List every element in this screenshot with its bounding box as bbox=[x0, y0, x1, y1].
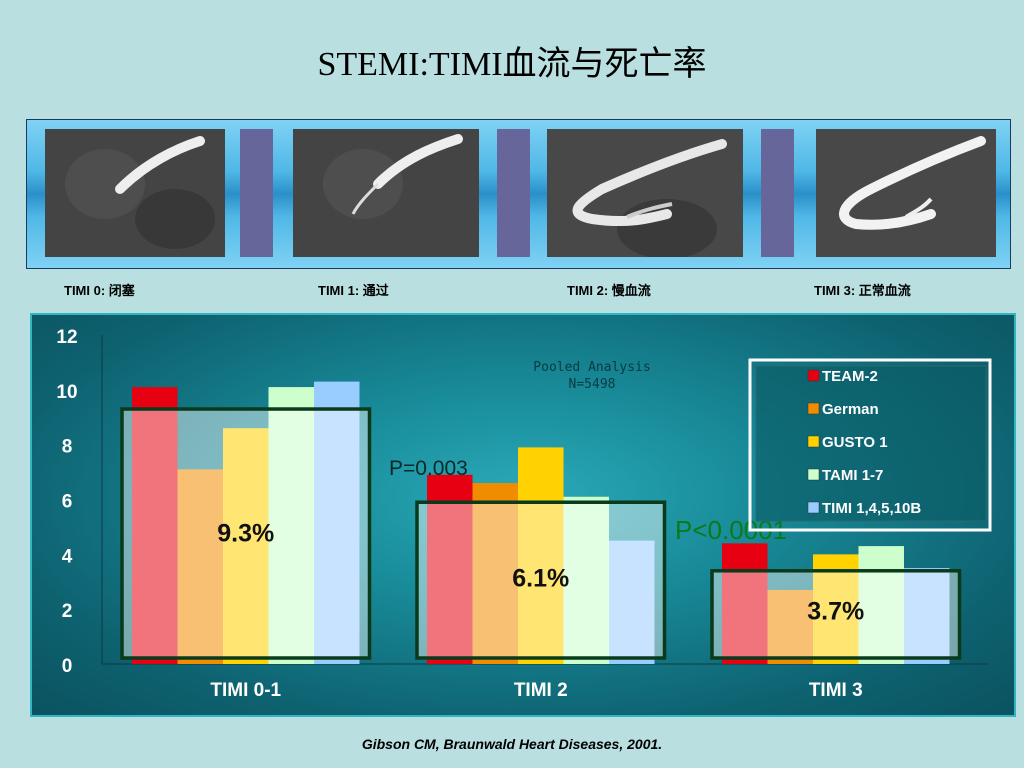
angiogram-strip bbox=[26, 119, 1011, 269]
image-separator bbox=[240, 129, 273, 257]
legend-swatch bbox=[807, 402, 820, 415]
pooled-analysis-note: Pooled Analysis bbox=[533, 360, 650, 375]
angiogram-label: TIMI 2: 慢血流 bbox=[567, 283, 651, 298]
p-value-label: P=0.003 bbox=[389, 457, 468, 480]
data-bar bbox=[268, 387, 314, 664]
citation: Gibson CM, Braunwald Heart Diseases, 200… bbox=[361, 736, 663, 752]
angiogram-label: TIMI 0: 闭塞 bbox=[64, 283, 135, 298]
angiogram-label: TIMI 1: 通过 bbox=[318, 283, 389, 298]
angiogram-timi1-image bbox=[293, 129, 479, 257]
data-bar bbox=[314, 381, 360, 664]
chart-panel: 0 2 4 6 8 10 12 9.3% TIMI 0-1 6.1% TIMI 2 3.7% TIMI … bbox=[30, 313, 1016, 717]
data-bar bbox=[132, 387, 178, 664]
data-bar bbox=[472, 483, 518, 664]
pooled-overlay-box bbox=[120, 407, 372, 660]
pooled-value-label: 6.1% bbox=[512, 564, 569, 592]
angiogram-timi2-image bbox=[547, 129, 743, 257]
pooled-overlay-box bbox=[710, 569, 962, 660]
legend-frame bbox=[748, 358, 992, 532]
pooled-value-label: 3.7% bbox=[807, 597, 864, 625]
y-tick-label: 8 bbox=[62, 437, 73, 458]
legend-swatch bbox=[807, 468, 820, 481]
x-tick-label: TIMI 3 bbox=[809, 680, 863, 701]
legend-entry: GUSTO 1 bbox=[822, 434, 888, 451]
pooled-overlay-box bbox=[415, 500, 667, 660]
data-bar bbox=[177, 469, 223, 664]
data-bar bbox=[767, 589, 813, 664]
y-tick-label: 0 bbox=[62, 656, 73, 677]
mortality-bar-chart: 0 2 4 6 8 10 12 9.3% TIMI 0-1 6.1% TIMI 2 3.7% TIMI … bbox=[56, 327, 992, 701]
data-bar bbox=[563, 496, 609, 664]
angiogram-label: TIMI 3: 正常血流 bbox=[814, 283, 911, 298]
data-bar bbox=[427, 474, 473, 664]
angiogram-timi3-image bbox=[816, 129, 996, 257]
y-tick-label: 12 bbox=[56, 327, 77, 348]
image-separator bbox=[497, 129, 530, 257]
y-tick-label: 10 bbox=[56, 382, 77, 403]
x-tick-label: TIMI 0-1 bbox=[210, 680, 281, 701]
legend-entry: TEAM-2 bbox=[822, 368, 878, 385]
legend-entry: TIMI 1,4,5,10B bbox=[822, 500, 921, 517]
data-bar bbox=[904, 568, 950, 664]
data-bar bbox=[858, 546, 904, 664]
page-title: STEMI:TIMI血流与死亡率 bbox=[317, 46, 707, 83]
legend-box bbox=[755, 365, 987, 522]
x-tick-label: TIMI 2 bbox=[514, 680, 568, 701]
y-tick-label: 4 bbox=[62, 546, 73, 567]
y-tick-label: 2 bbox=[62, 601, 73, 622]
pooled-analysis-note: N=5498 bbox=[569, 377, 616, 392]
angiogram-timi0-image bbox=[45, 129, 225, 257]
data-bar bbox=[223, 428, 269, 664]
pooled-value-label: 9.3% bbox=[217, 520, 274, 548]
legend-swatch bbox=[807, 369, 820, 382]
legend-entry: German bbox=[822, 401, 879, 418]
data-bar bbox=[609, 540, 655, 664]
legend-swatch bbox=[807, 435, 820, 448]
data-bar bbox=[518, 447, 564, 664]
legend-swatch bbox=[807, 501, 820, 514]
legend-entry: TAMI 1-7 bbox=[822, 467, 883, 484]
data-bar bbox=[722, 543, 768, 664]
image-separator bbox=[761, 129, 794, 257]
y-tick-label: 6 bbox=[62, 492, 73, 513]
data-bar bbox=[813, 554, 859, 664]
